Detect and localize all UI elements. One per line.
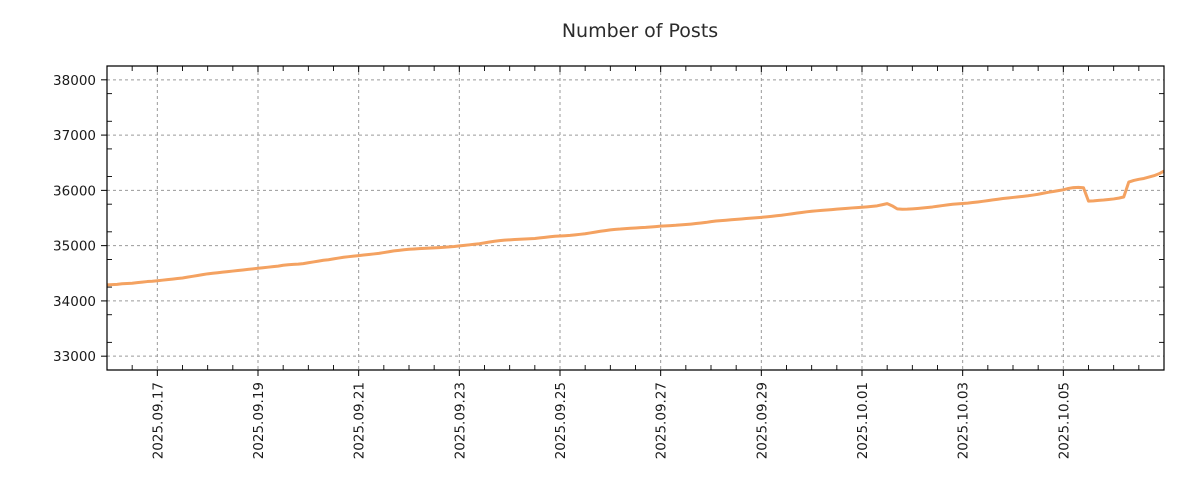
y-tick-label: 38000 bbox=[53, 73, 96, 89]
x-tick-label: 2025.10.05 bbox=[1056, 382, 1072, 459]
x-tick-label: 2025.09.29 bbox=[754, 382, 770, 459]
y-gridlines bbox=[107, 79, 1164, 357]
x-tick-label: 2025.10.01 bbox=[855, 382, 871, 459]
y-tick-label: 34000 bbox=[53, 294, 96, 310]
plot-frame bbox=[106, 65, 1165, 371]
axis-ticks bbox=[101, 65, 1165, 376]
series-line-number-of-posts bbox=[106, 169, 1165, 287]
y-axis-tick-labels: 33000 34000 35000 36000 37000 38000 bbox=[53, 73, 96, 365]
x-gridlines bbox=[156, 66, 1064, 370]
x-tick-label: 2025.09.27 bbox=[654, 382, 670, 459]
x-tick-label: 2025.09.25 bbox=[553, 382, 569, 459]
x-tick-label: 2025.09.19 bbox=[251, 382, 267, 459]
x-tick-label: 2025.09.17 bbox=[150, 382, 166, 459]
y-tick-label: 37000 bbox=[53, 128, 96, 144]
series-lines bbox=[106, 169, 1165, 287]
x-tick-label: 2025.09.21 bbox=[352, 382, 368, 459]
x-tick-label: 2025.10.03 bbox=[956, 382, 972, 459]
chart-title: Number of Posts bbox=[562, 20, 718, 42]
y-tick-label: 33000 bbox=[53, 349, 96, 365]
y-tick-label: 36000 bbox=[53, 183, 96, 199]
y-tick-label: 35000 bbox=[53, 239, 96, 255]
x-axis-tick-labels: 2025.09.17 2025.09.19 2025.09.21 2025.09.23… bbox=[150, 382, 1072, 459]
x-tick-label: 2025.09.23 bbox=[452, 382, 468, 459]
